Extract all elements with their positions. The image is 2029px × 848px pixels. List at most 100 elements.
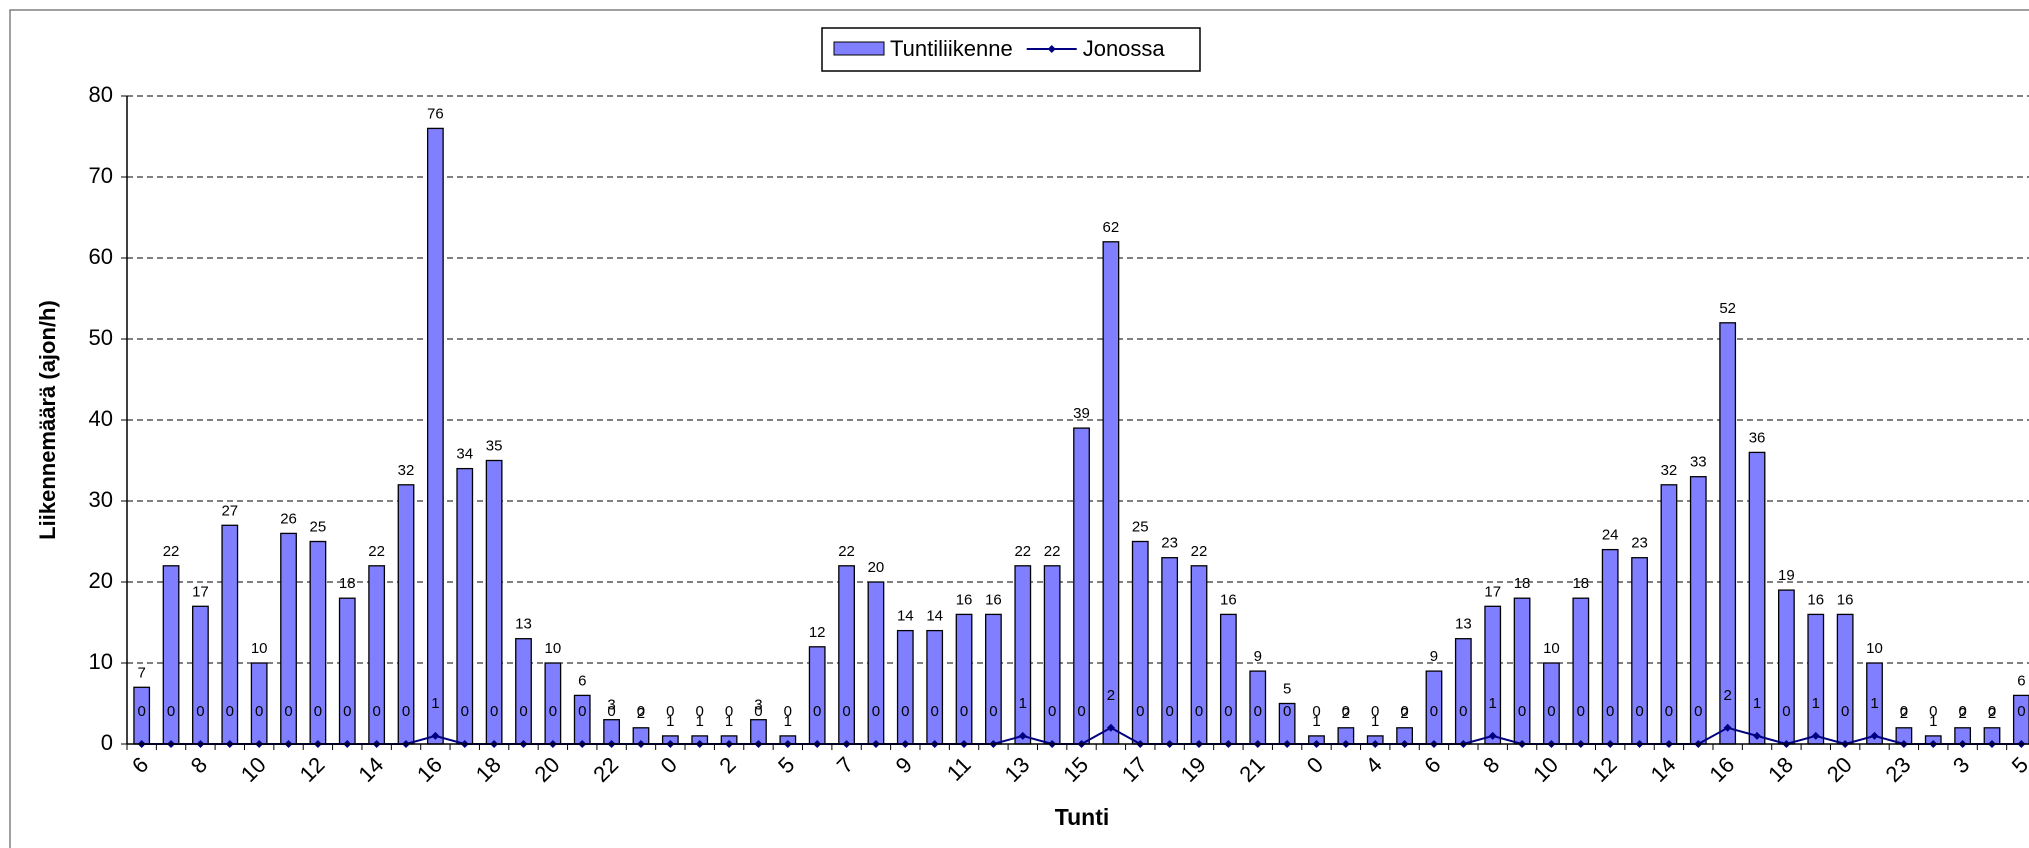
bar <box>192 605 209 745</box>
line-value-label: 0 <box>1342 703 1350 720</box>
bar-value-label: 16 <box>985 591 1002 608</box>
bar-value-label: 6 <box>578 672 586 689</box>
bar-value-label: 14 <box>926 608 943 625</box>
bar-value-label: 62 <box>1103 219 1120 236</box>
bar-value-label: 13 <box>515 616 532 633</box>
bar <box>1014 565 1032 745</box>
bar-value-label: 2 <box>1900 705 1908 722</box>
y-tick-label: 50 <box>89 325 113 350</box>
line-value-label: 0 <box>549 703 557 720</box>
bar <box>955 613 973 745</box>
bar-value-label: 10 <box>251 640 268 657</box>
bar <box>1719 322 1737 745</box>
line-marker <box>1811 731 1820 740</box>
line-marker <box>1106 723 1115 732</box>
line-value-label: 0 <box>1841 703 1849 720</box>
line-value-label: 0 <box>1195 703 1203 720</box>
bar-value-label: 2 <box>1988 705 1996 722</box>
line-value-label: 0 <box>607 703 615 720</box>
bar <box>1454 638 1472 745</box>
bar-value-label: 26 <box>280 510 297 527</box>
line-value-label: 0 <box>1606 703 1614 720</box>
line-value-label: 1 <box>1812 695 1820 712</box>
line-value-label: 0 <box>901 703 909 720</box>
line-value-label: 1 <box>1019 695 1027 712</box>
line-value-label: 0 <box>960 703 968 720</box>
line-value-label: 0 <box>343 703 351 720</box>
bar <box>1572 597 1590 745</box>
bar-value-label: 19 <box>1778 567 1795 584</box>
line-value-label: 0 <box>578 703 586 720</box>
bar-value-label: 1 <box>696 713 704 730</box>
bar-value-label: 13 <box>1455 616 1472 633</box>
bar-value-label: 5 <box>1283 680 1291 697</box>
line-value-label: 0 <box>519 703 527 720</box>
line-value-label: 0 <box>1254 703 1262 720</box>
y-tick-label: 30 <box>89 487 113 512</box>
legend-swatch <box>833 41 885 56</box>
bar <box>1219 613 1237 745</box>
line-value-label: 0 <box>784 703 792 720</box>
bar-value-label: 23 <box>1631 535 1648 552</box>
line-value-label: 1 <box>431 695 439 712</box>
line-value-label: 0 <box>1900 703 1908 720</box>
line-marker <box>1488 731 1497 740</box>
bar-value-label: 18 <box>339 575 356 592</box>
bar-value-label: 16 <box>1220 591 1237 608</box>
bar <box>1513 597 1531 745</box>
line-value-label: 0 <box>372 703 380 720</box>
line-value-label: 0 <box>1929 703 1937 720</box>
bar-value-label: 7 <box>138 664 146 681</box>
bar-value-label: 18 <box>1572 575 1589 592</box>
legend-label: Jonossa <box>1083 36 1166 61</box>
bar-value-label: 16 <box>956 591 973 608</box>
line-value-label: 0 <box>1988 703 1996 720</box>
line-value-label: 0 <box>989 703 997 720</box>
legend-label: Tuntiliikenne <box>890 36 1013 61</box>
line-value-label: 0 <box>696 703 704 720</box>
line-value-label: 0 <box>842 703 850 720</box>
line-value-label: 0 <box>931 703 939 720</box>
bar-value-label: 14 <box>897 608 914 625</box>
bar-value-label: 10 <box>545 640 562 657</box>
y-tick-label: 80 <box>89 82 113 107</box>
bar-value-label: 22 <box>1014 543 1031 560</box>
line-value-label: 0 <box>284 703 292 720</box>
bar-value-label: 2 <box>1958 705 1966 722</box>
legend: Tuntiliikenne Jonossa <box>821 27 1201 72</box>
bar-value-label: 25 <box>1132 518 1149 535</box>
line-value-label: 1 <box>1870 695 1878 712</box>
bar-value-label: 3 <box>754 697 762 714</box>
bar-value-label: 2 <box>1342 705 1350 722</box>
bar-value-label: 9 <box>1254 648 1262 665</box>
bar <box>485 459 503 745</box>
line-value-label: 0 <box>1459 703 1467 720</box>
line-value-label: 0 <box>226 703 234 720</box>
line-value-label: 0 <box>754 703 762 720</box>
line-value-label: 0 <box>167 703 175 720</box>
line-marker <box>1723 723 1732 732</box>
line-value-label: 0 <box>255 703 263 720</box>
line-value-label: 0 <box>1958 703 1966 720</box>
line-value-label: 0 <box>1577 703 1585 720</box>
bar-value-label: 3 <box>607 697 615 714</box>
bar <box>1778 589 1795 745</box>
bar <box>1484 605 1502 745</box>
bar-value-label: 1 <box>1312 713 1320 730</box>
y-tick-label: 20 <box>89 568 113 593</box>
line-value-label: 0 <box>813 703 821 720</box>
line-value-label: 0 <box>1782 703 1790 720</box>
bar-value-label: 32 <box>1661 462 1678 479</box>
line-value-label: 0 <box>1224 703 1232 720</box>
bar-value-label: 16 <box>1807 591 1824 608</box>
legend-marker <box>1047 45 1056 53</box>
line-value-label: 0 <box>1694 703 1702 720</box>
line-value-label: 0 <box>138 703 146 720</box>
line-value-label: 0 <box>461 703 469 720</box>
bar-value-label: 1 <box>725 713 733 730</box>
line-value-label: 0 <box>1312 703 1320 720</box>
bar-value-label: 24 <box>1602 527 1619 544</box>
bar <box>985 613 1002 745</box>
line-value-label: 0 <box>637 703 645 720</box>
